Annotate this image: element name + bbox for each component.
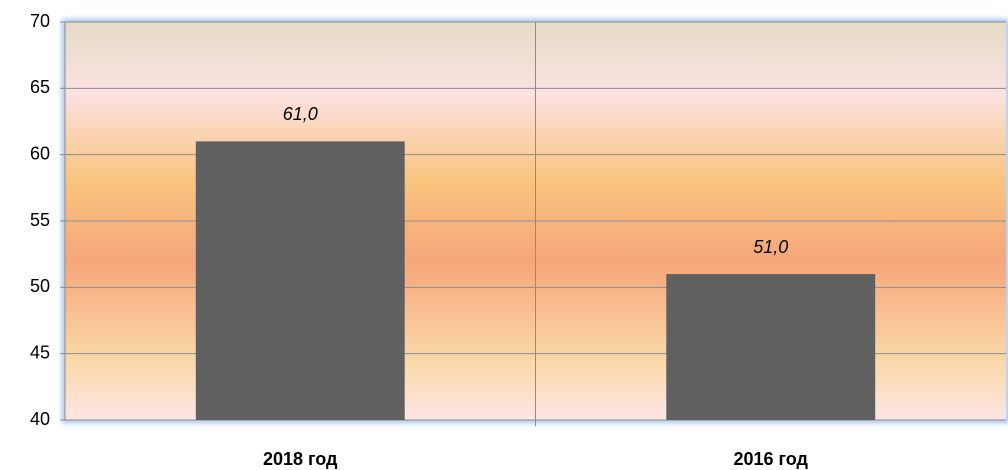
x-tick-label: 2016 год: [734, 449, 809, 469]
bar: [666, 274, 876, 420]
y-tick-label: 45: [30, 342, 50, 362]
y-tick-label: 40: [30, 409, 50, 429]
y-tick-label: 60: [30, 143, 50, 163]
y-tick-label: 65: [30, 77, 50, 97]
x-tick-label: 2018 год: [263, 449, 338, 469]
y-tick-label: 50: [30, 276, 50, 296]
value-label: 61,0: [283, 104, 318, 124]
bar: [195, 141, 405, 420]
y-tick-label: 70: [30, 11, 50, 31]
y-tick-label: 55: [30, 210, 50, 230]
value-label: 51,0: [753, 237, 788, 257]
